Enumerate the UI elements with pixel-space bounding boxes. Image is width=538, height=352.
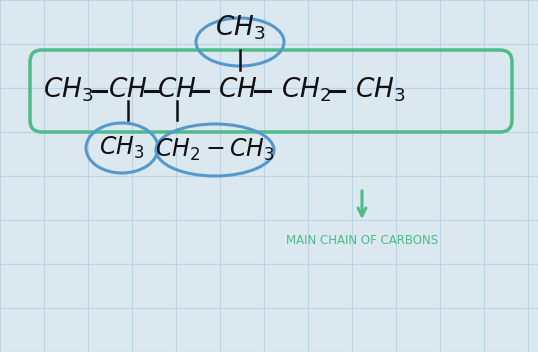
Text: MAIN CHAIN OF CARBONS: MAIN CHAIN OF CARBONS xyxy=(286,233,438,246)
Text: $\mathit{CH_3}$: $\mathit{CH_3}$ xyxy=(355,76,405,104)
Text: $\mathit{CH_2-CH_3}$: $\mathit{CH_2-CH_3}$ xyxy=(155,137,275,163)
Text: $\mathit{CH_3}$: $\mathit{CH_3}$ xyxy=(215,14,265,42)
Text: $\mathit{CH_2}$: $\mathit{CH_2}$ xyxy=(281,76,331,104)
Text: $\mathit{CH_3}$: $\mathit{CH_3}$ xyxy=(100,135,145,161)
Text: $\mathit{CH}$: $\mathit{CH}$ xyxy=(157,77,197,103)
Text: $\mathit{CH_3}$: $\mathit{CH_3}$ xyxy=(43,76,93,104)
Text: $\mathit{CH}$: $\mathit{CH}$ xyxy=(218,77,258,103)
Text: $\mathit{CH}$: $\mathit{CH}$ xyxy=(108,77,148,103)
